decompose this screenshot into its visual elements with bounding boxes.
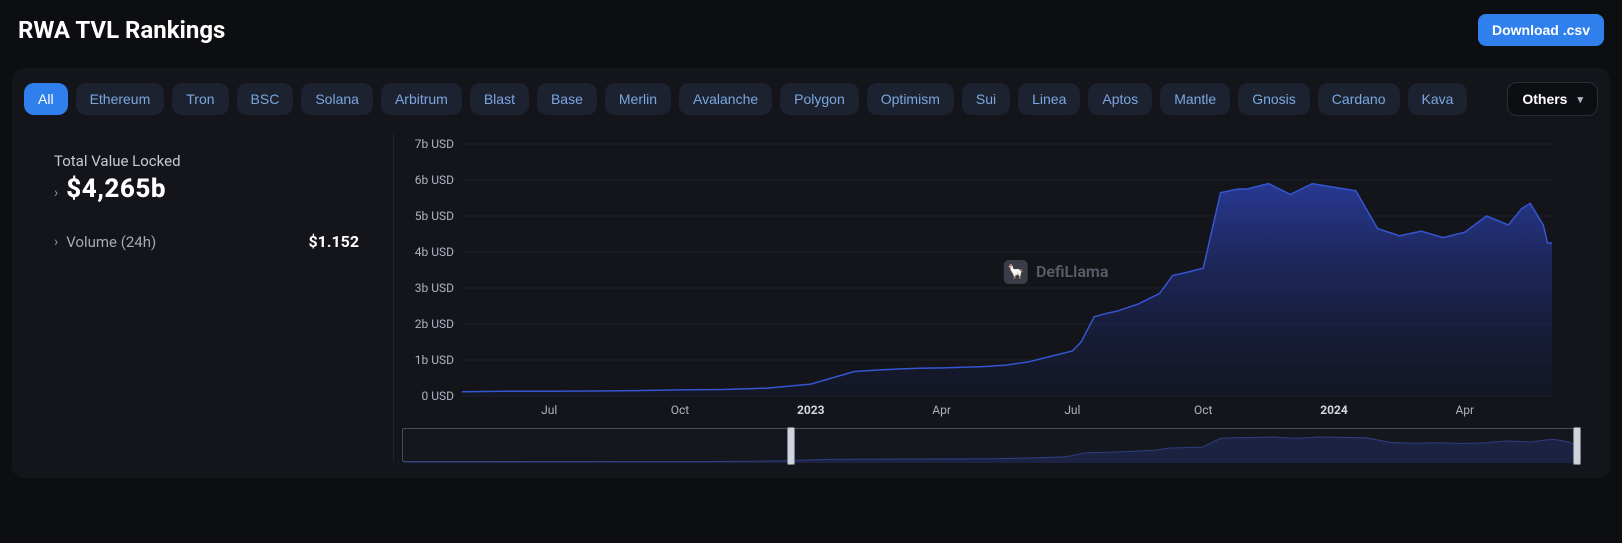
range-mini-chart [404,430,1578,463]
tvl-chart[interactable]: 0 USD 1b USD 2b USD 3b USD 4b USD 5b USD 6b US… [402,138,1552,418]
chain-chip-sui[interactable]: Sui [962,83,1010,115]
range-handle-left[interactable] [787,427,795,465]
chevron-right-icon: › [54,234,58,250]
svg-text:5b USD: 5b USD [415,209,454,223]
chain-chip-mantle[interactable]: Mantle [1160,83,1230,115]
svg-text:2023: 2023 [797,403,825,417]
others-label: Others [1522,91,1567,107]
tvl-row[interactable]: › $4,265b [54,174,383,204]
stats-sidebar: Total Value Locked › $4,265b › Volume (2… [24,134,394,462]
svg-text:6b USD: 6b USD [415,173,454,187]
chain-chip-polygon[interactable]: Polygon [780,83,859,115]
main-panel: AllEthereumTron BSCSolanaArbitrumBlastBas… [12,68,1610,478]
volume-value: $1.152 [308,232,359,251]
svg-text:2b USD: 2b USD [415,317,454,331]
svg-text:7b USD: 7b USD [415,138,454,151]
chain-chip-kava[interactable]: Kava [1408,83,1468,115]
chain-chip-all[interactable]: All [24,83,68,115]
chain-chip-linea[interactable]: Linea [1018,83,1080,115]
chevron-right-icon: › [54,185,58,201]
chain-chip-arbitrum[interactable]: Arbitrum [381,83,462,115]
svg-text:Apr: Apr [1455,403,1474,417]
chain-chip-merlin[interactable]: Merlin [605,83,671,115]
volume-row[interactable]: › Volume (24h) $1.152 [54,232,383,251]
range-slider[interactable] [402,428,1580,462]
svg-text:Oct: Oct [671,403,690,417]
tvl-value: $4,265b [66,174,166,204]
volume-label: Volume (24h) [66,233,156,251]
svg-text:Jul: Jul [1064,403,1080,417]
chain-filter-row: AllEthereumTron BSCSolanaArbitrumBlastBas… [24,82,1598,116]
chain-chip-avalanche[interactable]: Avalanche [679,83,772,115]
svg-text:1b USD: 1b USD [415,353,454,367]
chain-chip-base[interactable]: Base [537,83,597,115]
tvl-label: Total Value Locked [54,152,383,170]
chain-chip-optimism[interactable]: Optimism [867,83,954,115]
chain-chip-tron[interactable]: Tron [172,83,228,115]
svg-text:4b USD: 4b USD [415,245,454,259]
chain-chip-aptos[interactable]: Aptos [1088,83,1152,115]
page-title: RWA TVL Rankings [18,16,225,44]
download-csv-button[interactable]: Download .csv [1478,14,1604,46]
chain-chip-cardano[interactable]: Cardano [1318,83,1400,115]
chain-chip-gnosis[interactable]: Gnosis [1238,83,1310,115]
svg-text:0 USD: 0 USD [421,389,454,403]
chain-chip-solana[interactable]: Solana [301,83,373,115]
svg-text:3b USD: 3b USD [415,281,454,295]
range-handle-right[interactable] [1573,427,1581,465]
others-dropdown[interactable]: Others ▾ [1507,82,1598,116]
chart-area: 🦙 DefiLlama 0 USD1b USD2b USD3b USD4b US… [394,134,1598,462]
svg-text:Oct: Oct [1194,403,1213,417]
svg-text:Apr: Apr [932,403,951,417]
svg-text:Jul: Jul [541,403,557,417]
svg-text:2024: 2024 [1320,403,1348,417]
chain-chip-blast[interactable]: Blast [470,83,529,115]
chain-chip-bsc[interactable]: BSC [237,83,294,115]
chain-chip-ethereum[interactable]: Ethereum [76,83,165,115]
chevron-down-icon: ▾ [1577,93,1583,106]
